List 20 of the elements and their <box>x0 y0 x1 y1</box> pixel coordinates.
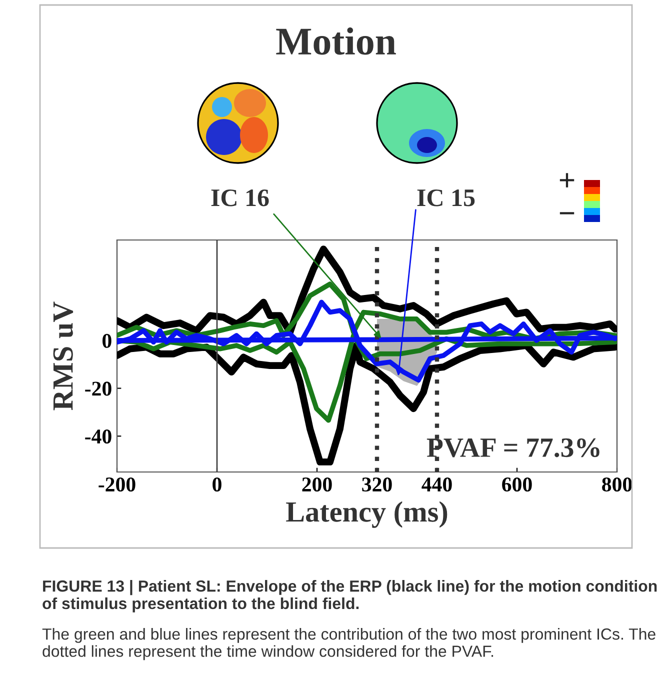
text: The green and blue lines represent the contribution of the two most prominent ICs. The dotted lines represent the time window considered for the PVAF. <box>42 628 656 660</box>
text: + <box>560 173 574 188</box>
y-axis-title: RMS uV <box>53 302 74 410</box>
x-tick-label: -200 <box>98 477 136 492</box>
x-tick-label: 440 <box>422 477 452 492</box>
y-tick-label: -40 <box>85 430 112 444</box>
x-axis-title: Latency (ms) <box>286 501 448 528</box>
x-tick-label: 600 <box>502 477 532 492</box>
y-tick-label: -20 <box>85 382 112 396</box>
annotation: IC 16 <box>211 189 269 206</box>
x-tick-label: 320 <box>362 477 392 492</box>
x-tick-label: 200 <box>302 477 332 492</box>
text: − <box>560 212 574 214</box>
chart-title: Motion <box>276 27 396 55</box>
x-tick-label: 800 <box>602 477 632 492</box>
annotation: IC 15 <box>417 189 475 206</box>
y-tick-label: 0 <box>102 334 112 348</box>
caption: FIGURE 13 | Patient SL: Envelope of the ERP (black line) for the motion condition of stimulus presentation to the blind field. <box>42 580 657 612</box>
x-tick-label: 0 <box>212 477 222 492</box>
annotation: PVAF = 77.3% <box>426 438 600 458</box>
